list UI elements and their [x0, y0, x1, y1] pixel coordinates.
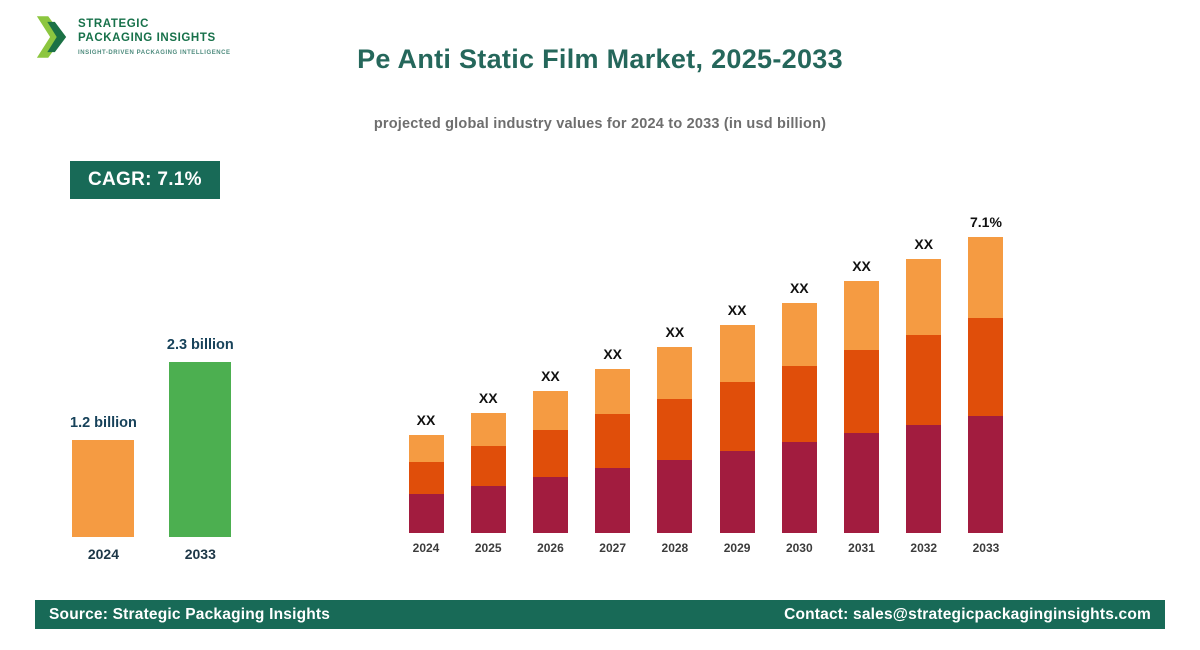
summary-bar-group-2024: 1.2 billion 2024: [70, 415, 137, 562]
projection-axis-year-label: 2029: [723, 541, 751, 555]
page-title: Pe Anti Static Film Market, 2025-2033: [357, 44, 843, 74]
projection-segment-top: [844, 281, 880, 350]
projection-segment-middle: [657, 399, 693, 460]
projection-segment-bottom: [657, 460, 693, 533]
projection-bar-2031: [844, 281, 880, 533]
projection-segment-middle: [781, 366, 817, 442]
projection-bar-2029: [719, 325, 755, 533]
brand-name-line1: STRATEGIC: [78, 18, 149, 30]
projection-bar-group-2029: XX 2029: [719, 302, 755, 555]
projection-axis-year-label: 2025: [474, 541, 502, 555]
projection-segment-middle: [719, 382, 755, 451]
projection-bar-value-label: XX: [789, 280, 809, 296]
projection-segment-top: [657, 347, 693, 399]
summary-bar-group-2033: 2.3 billion 2033: [167, 337, 234, 562]
projection-segment-bottom: [470, 486, 506, 533]
projection-bar-2028: [657, 347, 693, 533]
projection-bar-value-label: XX: [727, 302, 747, 318]
projection-bar-value-label: XX: [852, 258, 871, 274]
projection-bar-2032: [906, 259, 942, 533]
projection-bar-value-label: XX: [603, 346, 622, 362]
projection-segment-top: [408, 435, 444, 462]
page-subtitle: projected global industry values for 202…: [373, 116, 827, 132]
summary-chart: 1.2 billion 2024 2.3 billion 2033: [70, 337, 234, 562]
summary-bar-2024: [72, 440, 135, 537]
projection-segment-bottom: [781, 442, 817, 533]
projection-segment-top: [781, 303, 817, 366]
footer-bar: Source: Strategic Packaging Insights Con…: [35, 600, 1165, 629]
projection-segment-bottom: [719, 451, 755, 533]
projection-axis-year-label: 2030: [785, 541, 813, 555]
projection-bar-value-label: XX: [665, 324, 685, 340]
summary-axis-year-label: 2024: [87, 546, 120, 562]
source-text: Source: Strategic Packaging Insights: [49, 605, 331, 623]
projection-bar-value-label: XX: [416, 412, 436, 428]
projection-segment-bottom: [595, 468, 631, 533]
brand-logo: STRATEGIC PACKAGING INSIGHTS INSIGHT-DRI…: [35, 13, 231, 61]
projection-axis-year-label: 2031: [848, 541, 875, 555]
projection-bar-group-2027: XX 2027: [595, 346, 631, 555]
projection-chart: XX 2024 XX 2025 XX 2026 XX 2027 XX 2028 XX 2029 XX 20…: [408, 214, 1004, 555]
projection-segment-bottom: [968, 416, 1004, 533]
projection-bar-group-2028: XX 2028: [657, 324, 693, 555]
projection-axis-year-label: 2024: [412, 541, 440, 555]
projection-segment-bottom: [906, 425, 942, 533]
projection-bar-group-2025: XX 2025: [470, 390, 506, 555]
projection-segment-top: [968, 237, 1004, 318]
projection-bar-2030: [781, 303, 817, 533]
projection-bar-group-2026: XX 2026: [532, 368, 568, 555]
summary-bar-value-label: 2.3 billion: [166, 337, 234, 353]
projection-segment-top: [906, 259, 942, 335]
projection-bar-2026: [532, 391, 568, 533]
projection-bar-group-2024: XX 2024: [408, 412, 444, 555]
projection-segment-top: [719, 325, 755, 382]
projection-bar-group-2031: XX 2031: [844, 258, 880, 555]
brand-tagline: INSIGHT-DRIVEN PACKAGING INTELLIGENCE: [78, 49, 231, 56]
projection-segment-middle: [470, 446, 506, 486]
projection-segment-bottom: [844, 433, 880, 533]
projection-segment-middle: [408, 462, 444, 494]
projection-bar-group-2033: 7.1% 2033: [968, 214, 1004, 555]
projection-segment-middle: [906, 335, 942, 425]
projection-bar-2024: [408, 435, 444, 533]
brand-logo-text: STRATEGIC PACKAGING INSIGHTS INSIGHT-DRI…: [78, 13, 231, 56]
projection-axis-year-label: 2033: [972, 541, 1000, 555]
projection-bar-value-label: XX: [478, 390, 498, 406]
projection-axis-year-label: 2026: [537, 541, 564, 555]
projection-segment-middle: [595, 414, 631, 468]
projection-axis-year-label: 2027: [599, 541, 626, 555]
projection-segment-top: [595, 369, 631, 414]
chevron-logo-icon: [35, 13, 69, 61]
brand-name-line2: PACKAGING INSIGHTS: [78, 32, 216, 45]
projection-segment-middle: [844, 350, 880, 433]
projection-segment-top: [470, 413, 506, 446]
summary-bar-2033: [169, 362, 232, 537]
cagr-badge: CAGR: 7.1%: [70, 161, 220, 199]
projection-segment-top: [532, 391, 568, 430]
projection-segment-middle: [968, 318, 1004, 416]
projection-segment-bottom: [532, 477, 568, 533]
projection-bar-value-label: 7.1%: [970, 214, 1002, 230]
projection-bar-2027: [595, 369, 631, 533]
projection-bar-2033: [968, 237, 1004, 533]
projection-axis-year-label: 2032: [910, 541, 938, 555]
projection-bar-value-label: XX: [914, 236, 934, 252]
projection-bar-group-2032: XX 2032: [906, 236, 942, 555]
projection-segment-middle: [532, 430, 568, 477]
summary-axis-year-label: 2033: [184, 546, 216, 562]
projection-bar-2025: [470, 413, 506, 533]
projection-segment-bottom: [408, 494, 444, 533]
projection-axis-year-label: 2028: [661, 541, 689, 555]
projection-bar-value-label: XX: [541, 368, 560, 384]
projection-bar-group-2030: XX 2030: [781, 280, 817, 555]
contact-text: Contact: sales@strategicpackaginginsight…: [784, 605, 1151, 623]
summary-bar-value-label: 1.2 billion: [70, 415, 137, 431]
